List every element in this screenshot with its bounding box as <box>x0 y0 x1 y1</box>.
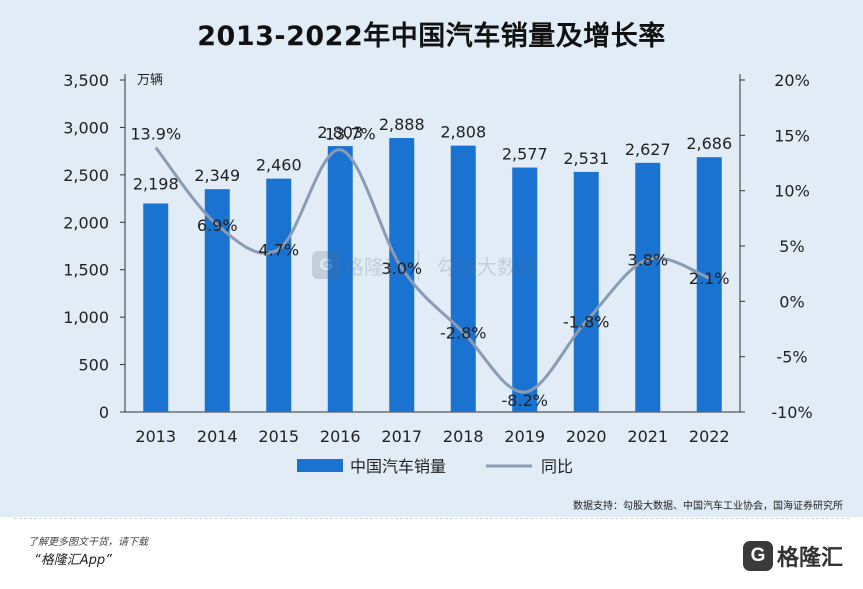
bar-value-label: 2,198 <box>133 175 179 194</box>
y-left-unit: 万辆 <box>137 73 163 88</box>
bar-value-label: 2,577 <box>502 145 548 164</box>
line-value-label: 6.9% <box>197 216 238 235</box>
bar-value-label: 2,349 <box>194 166 240 185</box>
y-right-tick-label: -5% <box>776 348 807 367</box>
footer-divider <box>14 518 849 519</box>
line-value-label: 3.8% <box>627 250 668 269</box>
bar <box>512 167 538 412</box>
x-tick-label: 2015 <box>258 427 299 446</box>
y-right-tick-label: 0% <box>779 292 804 311</box>
line-value-label: -8.2% <box>502 391 548 410</box>
y-left-tick-label: 3,000 <box>63 118 109 137</box>
bar <box>573 171 599 412</box>
brand-logo-text: 格隆汇 <box>776 546 843 571</box>
line-value-label: 4.7% <box>258 240 299 259</box>
chart-svg: 0 500 1,000 1,500 2,000 2,500 3,000 3,500 万辆 -10%… <box>63 71 812 476</box>
x-tick-label: 2022 <box>689 427 730 446</box>
bar <box>266 178 292 412</box>
bar-value-label: 2,803 <box>317 123 363 142</box>
x-tick-label: 2013 <box>135 427 176 446</box>
y-left-tick-label: 2,000 <box>63 213 109 232</box>
line-value-label: -1.8% <box>563 312 609 331</box>
x-tick-label: 2017 <box>381 427 422 446</box>
y-left-tick-label: 1,500 <box>63 261 109 280</box>
x-tick-label: 2020 <box>566 427 607 446</box>
x-tick-label: 2018 <box>443 427 484 446</box>
bar-value-label: 2,627 <box>625 140 671 159</box>
y-right-tick-label: -10% <box>771 403 812 422</box>
bar <box>450 145 476 412</box>
bar-value-label: 2,531 <box>563 149 609 168</box>
bar-value-label: 2,686 <box>686 134 732 153</box>
chart-title: 2013-2022年中国汽车销量及增长率 <box>197 21 666 52</box>
line-value-label: 13.7% <box>325 125 376 144</box>
y-left-tick-label: 500 <box>78 356 109 375</box>
legend-line-label: 同比 <box>541 457 573 476</box>
legend-bar-label: 中国汽车销量 <box>350 457 446 476</box>
y-left-tick-label: 3,500 <box>63 71 109 90</box>
bar <box>635 162 661 412</box>
y-right-tick-label: 5% <box>779 237 804 256</box>
y-left-tick-label: 0 <box>99 403 109 422</box>
y-left-tick-label: 1,000 <box>63 308 109 327</box>
y-left-tick-label: 2,500 <box>63 166 109 185</box>
source-note: 数据支持：勾股大数据、中国汽车工业协会，国海证券研究所 <box>573 501 843 512</box>
line-value-label: 3.0% <box>381 259 422 278</box>
x-tick-label: 2016 <box>320 427 361 446</box>
bar <box>327 146 353 413</box>
legend-bar-swatch <box>297 459 343 472</box>
bar <box>143 203 169 412</box>
y-right-tick-label: 20% <box>774 71 810 90</box>
bar-value-label: 2,888 <box>379 115 425 134</box>
x-tick-label: 2019 <box>504 427 545 446</box>
growth-line <box>154 146 710 394</box>
footer-promo-text: 了解更多图文干货，请下载 <box>28 537 148 548</box>
y-right-tick-label: 15% <box>774 126 810 145</box>
y-right-tick-label: 10% <box>774 182 810 201</box>
bar-value-label: 2,808 <box>440 123 486 142</box>
footer-app-name[interactable]: “格隆汇App” <box>34 553 112 568</box>
bar <box>696 157 722 412</box>
bar <box>389 138 415 413</box>
line-value-label: 13.9% <box>130 125 181 144</box>
line-value-label: -2.8% <box>440 323 486 342</box>
brand-logo-icon: G <box>742 541 773 571</box>
brand-logo: G 格隆汇 <box>742 536 843 576</box>
x-tick-label: 2021 <box>627 427 668 446</box>
line-value-label: 2.1% <box>689 269 730 288</box>
bar-value-label: 2,460 <box>256 156 302 175</box>
x-tick-label: 2014 <box>197 427 238 446</box>
